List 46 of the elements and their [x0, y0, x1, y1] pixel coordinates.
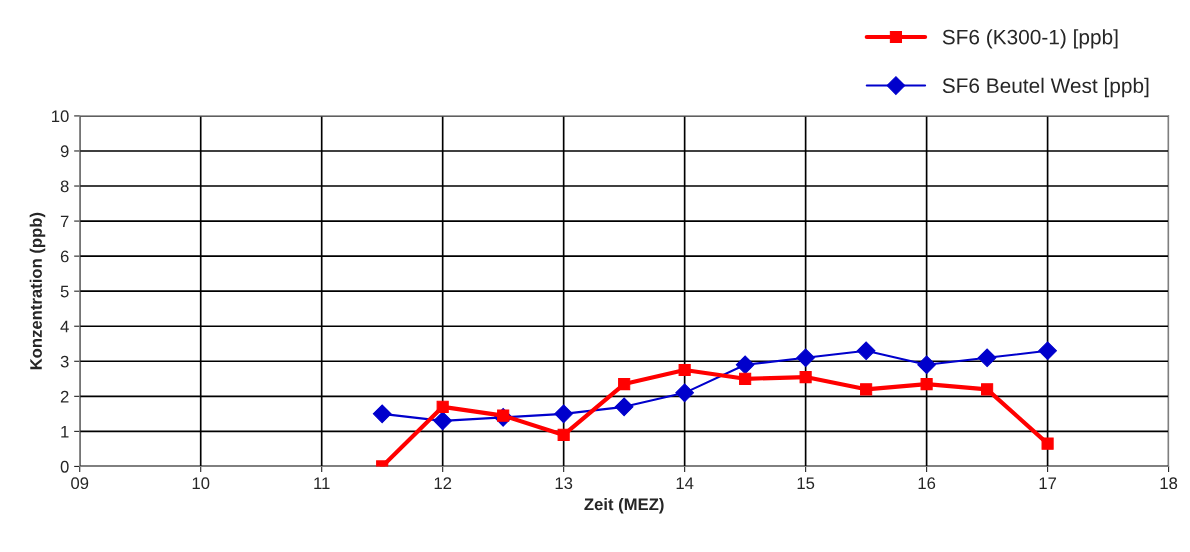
x-tick-label: 10	[192, 477, 210, 490]
x-tick-label: 14	[676, 477, 694, 489]
y-tick-label: 5	[60, 285, 69, 298]
x-tick-label: 15	[797, 477, 815, 490]
point	[920, 377, 933, 391]
point	[796, 348, 815, 368]
point	[618, 377, 631, 391]
x-tick-label: 13	[555, 477, 573, 490]
y-tick-label: 7	[60, 215, 69, 228]
point	[1038, 341, 1057, 361]
y-tick-label: 4	[60, 320, 69, 333]
point	[614, 397, 634, 417]
point	[917, 355, 936, 375]
point	[675, 383, 695, 403]
y-tick-label: 9	[60, 145, 69, 158]
point	[554, 404, 574, 424]
x-tick-label: 17	[1039, 477, 1057, 489]
x-axis-title: Zeit (MEZ)	[584, 497, 664, 514]
point	[678, 363, 691, 377]
point	[860, 383, 873, 396]
point	[799, 370, 812, 384]
y-tick-label: 1	[61, 425, 69, 438]
x-tick-label: 09	[71, 477, 89, 490]
legend-label: SF6 (K300-1) [ppb]	[942, 29, 1118, 49]
y-tick-label: 0	[60, 460, 69, 473]
point	[977, 348, 997, 368]
x-tick-label: 16	[918, 477, 936, 490]
point	[739, 372, 752, 385]
y-tick-label: 2	[60, 390, 69, 403]
point	[856, 341, 876, 361]
x-tick-label: 11	[314, 477, 330, 489]
point	[735, 355, 755, 375]
legend-label: SF6 Beutel West [ppb]	[942, 77, 1149, 98]
x-tick-label: 18	[1160, 477, 1178, 490]
point	[436, 400, 449, 413]
point	[372, 404, 392, 424]
point	[981, 383, 994, 396]
y-tick-label: 6	[60, 250, 69, 263]
x-tick-label: 12	[434, 477, 452, 489]
y-tick-label: 8	[60, 180, 69, 193]
y-tick-label: 10	[52, 110, 69, 123]
point	[433, 411, 453, 431]
point	[557, 428, 570, 441]
y-axis-title: Konzentration (ppb)	[29, 212, 46, 370]
point	[1041, 437, 1054, 450]
y-tick-label: 3	[60, 355, 69, 368]
